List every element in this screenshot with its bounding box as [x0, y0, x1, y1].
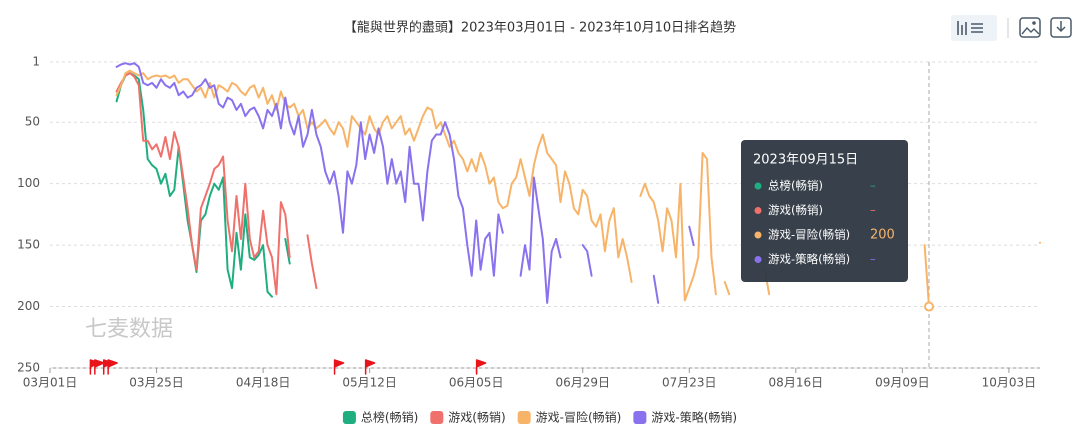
series-line	[639, 151, 717, 302]
x-tick-label: 09月09日	[875, 376, 930, 390]
legend-swatch	[633, 411, 647, 424]
tooltip-series-name: 游戏(畅销)	[768, 203, 823, 217]
legend-label: 游戏(畅销)	[448, 411, 505, 425]
series-line	[115, 72, 291, 296]
tooltip-series-name: 总榜(畅销)	[768, 179, 823, 193]
legend-swatch	[342, 411, 356, 424]
series-line	[723, 281, 731, 296]
tooltip-dot	[754, 231, 762, 239]
series-line	[284, 238, 291, 265]
tooltip-value: –	[870, 203, 876, 217]
legend-label: 总榜(畅销)	[361, 410, 418, 425]
tooltip-value: –	[870, 252, 876, 266]
event-flag	[475, 359, 487, 375]
tooltip-dot	[754, 207, 762, 214]
legend-swatch	[430, 411, 444, 424]
tooltip-box	[741, 140, 908, 282]
highlight-point	[924, 301, 935, 312]
legend-label: 游戏-策略(畅销)	[651, 410, 737, 425]
y-tick-label: 50	[25, 115, 40, 129]
event-flag	[333, 359, 345, 375]
legend-item[interactable]: 总榜(畅销)	[342, 410, 418, 425]
watermark: 七麦数据	[85, 317, 173, 342]
y-tick-label: 150	[17, 238, 40, 252]
legend-item[interactable]: 游戏-策略(畅销)	[633, 410, 737, 425]
tooltip-series-name: 游戏-策略(畅销)	[768, 252, 850, 266]
legend-label: 游戏-冒险(畅销)	[536, 410, 622, 425]
download-icon	[1056, 21, 1066, 33]
event-flag	[364, 359, 376, 375]
legend: 总榜(畅销) 游戏(畅销) 游戏-冒险(畅销) 游戏-策略(畅销)	[342, 410, 737, 425]
download-button[interactable]	[1050, 17, 1072, 38]
x-tick-label: 03月01日	[23, 376, 78, 390]
chart-title: 【龍與世界的盡頭】2023年03月01日 - 2023年10月10日排名趋势	[344, 20, 736, 36]
tooltip-series-name: 游戏-冒险(畅销)	[768, 228, 850, 242]
series-line	[306, 234, 318, 290]
y-tick-label: 200	[17, 299, 40, 313]
x-tick-label: 10月03日	[982, 376, 1037, 390]
tooltip-dot	[754, 182, 762, 190]
series-line	[688, 225, 695, 247]
series-line	[519, 176, 562, 304]
x-tick-label: 04月18日	[236, 376, 291, 390]
tooltip-value: –	[870, 179, 876, 193]
series-line	[115, 69, 633, 283]
event-flag	[107, 359, 118, 375]
tooltip-dot	[754, 256, 762, 263]
series-line	[581, 244, 593, 277]
save-image-button[interactable]	[1019, 17, 1041, 38]
x-tick-label: 03月25日	[129, 376, 184, 390]
series-line	[652, 274, 660, 304]
legend-item[interactable]: 游戏(畅销)	[430, 411, 506, 425]
tooltip-value: 200	[870, 228, 895, 243]
x-tick-label: 07月23日	[662, 376, 717, 390]
x-tick-label: 08月16日	[769, 376, 824, 390]
y-tick-label: 100	[17, 176, 40, 190]
image-icon-dot	[1032, 21, 1036, 25]
series-line	[115, 62, 504, 277]
x-tick-label: 05月12日	[342, 376, 397, 390]
y-tick-label: 250	[17, 361, 40, 375]
toolbar[interactable]	[951, 15, 1072, 41]
x-tick-label: 06月05日	[449, 376, 504, 390]
series-line	[923, 244, 930, 308]
legend-item[interactable]: 游戏-冒险(畅销)	[517, 410, 622, 425]
tooltip-title: 2023年09月15日	[753, 153, 858, 168]
y-tick-label: 1	[32, 55, 40, 69]
image-icon	[1021, 26, 1040, 35]
event-flag	[94, 359, 105, 375]
toggle-icon	[957, 21, 983, 35]
x-tick-label: 06月29日	[555, 376, 610, 390]
legend-swatch	[517, 411, 531, 424]
